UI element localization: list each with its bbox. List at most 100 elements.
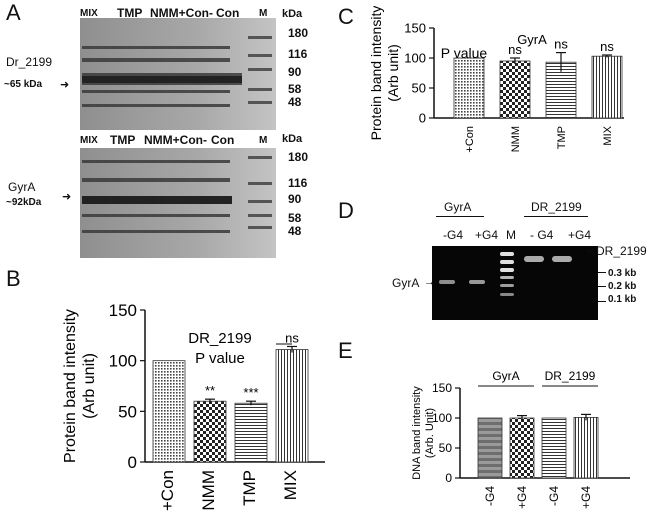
x-tick-label: -G4 (483, 486, 497, 506)
y-tick-label: 150 (109, 301, 137, 320)
x-tick-label: +Con (464, 126, 476, 153)
chart-c: Protein band intensity(Arb unit) 0 50 100 15… (368, 6, 624, 153)
gel-a-bottom-lane-mix: MIX (80, 135, 98, 146)
gel-a-top-protein-name: Dr_2199 (6, 55, 53, 69)
gel-d (432, 246, 598, 320)
y-tick-label: 150 (404, 21, 426, 36)
gel-d-marker-01: 0.1 kb (608, 294, 637, 305)
gel-a-bottom-marker-48: 48 (288, 224, 302, 238)
gel-d-marker-ticks (598, 272, 606, 302)
x-tick-label: +G4 (579, 486, 593, 509)
panel-b-letter: B (6, 266, 21, 291)
panel-e-letter: E (338, 338, 353, 363)
panel-a-letter: A (6, 0, 21, 25)
gel-d-left-arrow-icon: → (424, 276, 435, 288)
y-tick-label: 50 (439, 441, 453, 455)
gel-a-bottom-marker-58: 58 (288, 211, 302, 225)
bar-2 (234, 402, 268, 463)
gel-a-bottom (80, 148, 276, 258)
bar-3 (275, 349, 309, 463)
annotation-pvalue: P value (195, 350, 245, 367)
gel-d-right-label: DR_2199 (596, 244, 647, 258)
bar-3 (573, 417, 599, 479)
gel-a-top-lane-tmp: TMP (117, 6, 143, 20)
group-label: GyrA (492, 369, 519, 383)
chart-b: Protein band intensity (Arb unit) 0 50 100 15… (62, 301, 325, 511)
gel-d-group-dr2199: DR_2199 (531, 200, 582, 214)
gel-d-group-gyra-line (436, 216, 484, 217)
y-axis-label: Protein band intensity(Arb unit) (368, 6, 401, 140)
gel-a-bottom-lane-con: Con (211, 133, 235, 147)
bar-2 (541, 417, 567, 479)
gel-d-lane-minus-g4-b: - G4 (530, 228, 554, 242)
gel-a-bottom-lane-tmp: TMP (110, 133, 136, 147)
x-tick-label: TMP (240, 470, 259, 506)
gel-a-top-arrow-icon: ➜ (60, 79, 70, 91)
chart-e: DNA band intensity(Arb. Unit) 0 50 100 150 -G… (411, 369, 630, 509)
significance-label: ns (600, 39, 614, 54)
gel-d-left-label: GyrA (392, 276, 420, 290)
x-tick-label: MIX (602, 125, 614, 145)
gel-a-top (80, 18, 276, 130)
y-tick-label: 100 (109, 352, 137, 371)
gel-d-lane-minus-g4-a: -G4 (443, 228, 464, 242)
gel-a-bottom-protein-size: ~92kDa (6, 197, 42, 208)
panel-c-letter: C (338, 4, 354, 29)
bar-0 (453, 57, 485, 119)
x-tick-label: +Con (158, 470, 177, 511)
y-tick-label: 100 (404, 51, 426, 66)
significance-label: ns (508, 42, 522, 57)
annotation-pvalue: P value (441, 45, 488, 61)
x-tick-label: NMM (199, 470, 218, 511)
gel-a-top-marker-58: 58 (288, 82, 302, 96)
gel-a-bottom-marker-180: 180 (288, 150, 309, 164)
y-tick-label: 0 (128, 453, 137, 472)
y-tick-label: 100 (432, 411, 452, 425)
gel-d-marker-02: 0.2 kb (608, 281, 637, 292)
significance-label: ns (285, 330, 299, 345)
significance-label: ns (554, 37, 568, 52)
panel-d-letter: D (338, 198, 354, 223)
gel-a-top-marker-48: 48 (288, 95, 302, 109)
gel-d-lane-plus-g4-a: +G4 (475, 228, 499, 242)
gel-a-bottom-arrow-icon: ➜ (62, 191, 72, 203)
bar-1 (499, 60, 531, 119)
y-axis-label: Protein band intensity(Arb unit) (62, 309, 98, 463)
bar-1 (509, 417, 535, 479)
x-tick-label: NMM (510, 126, 522, 152)
significance-label: ** (205, 383, 215, 398)
gel-a-top-lane-con: Con (216, 6, 240, 20)
y-tick-label: 50 (118, 402, 137, 421)
y-tick-label: 50 (412, 81, 426, 96)
gel-a-bottom-kda: kDa (282, 133, 303, 145)
x-tick-label: +G4 (515, 486, 529, 509)
gel-a-bottom-lane-m: M (259, 135, 268, 146)
x-tick-label: TMP (556, 126, 568, 149)
gel-a-bottom-marker-90: 90 (288, 192, 302, 206)
gel-d-group-gyra: GyrA (444, 200, 472, 214)
gel-d-marker-tick-mid (598, 286, 606, 287)
gel-a-top-lane-mix: MIX (80, 8, 98, 19)
gel-d-right-arrow-icon: ← (585, 244, 596, 256)
gel-a-bottom-marker-116: 116 (288, 176, 308, 190)
bar-0 (477, 417, 503, 479)
gel-d-marker-03: 0.3 kb (608, 268, 637, 279)
bar-1 (193, 400, 227, 463)
gel-a-bottom-protein-name: GyrA (8, 180, 36, 194)
gel-a-top-lane-m: M (259, 8, 268, 19)
y-axis-label: DNA band intensity(Arb. Unit) (411, 386, 436, 480)
y-tick-label: 150 (432, 381, 452, 395)
gel-d-lane-m: M (506, 228, 516, 242)
bar-3 (591, 55, 623, 119)
group-label: DR_2199 (545, 369, 596, 383)
gel-a-bottom-lane-nmm: NMM+Con- (144, 133, 207, 147)
gel-a-top-protein-size: ~65 kDa (4, 79, 43, 90)
annotation-protein: DR_2199 (188, 330, 251, 347)
gel-a-top-marker-116: 116 (288, 47, 308, 61)
gel-a-top-marker-180: 180 (288, 26, 309, 40)
y-tick-label: 0 (419, 111, 426, 126)
bar-0 (152, 360, 186, 463)
gel-a-top-marker-90: 90 (288, 65, 302, 79)
significance-label: *** (243, 385, 258, 400)
gel-a-top-lane-nmm: NMM+Con- (150, 6, 213, 20)
